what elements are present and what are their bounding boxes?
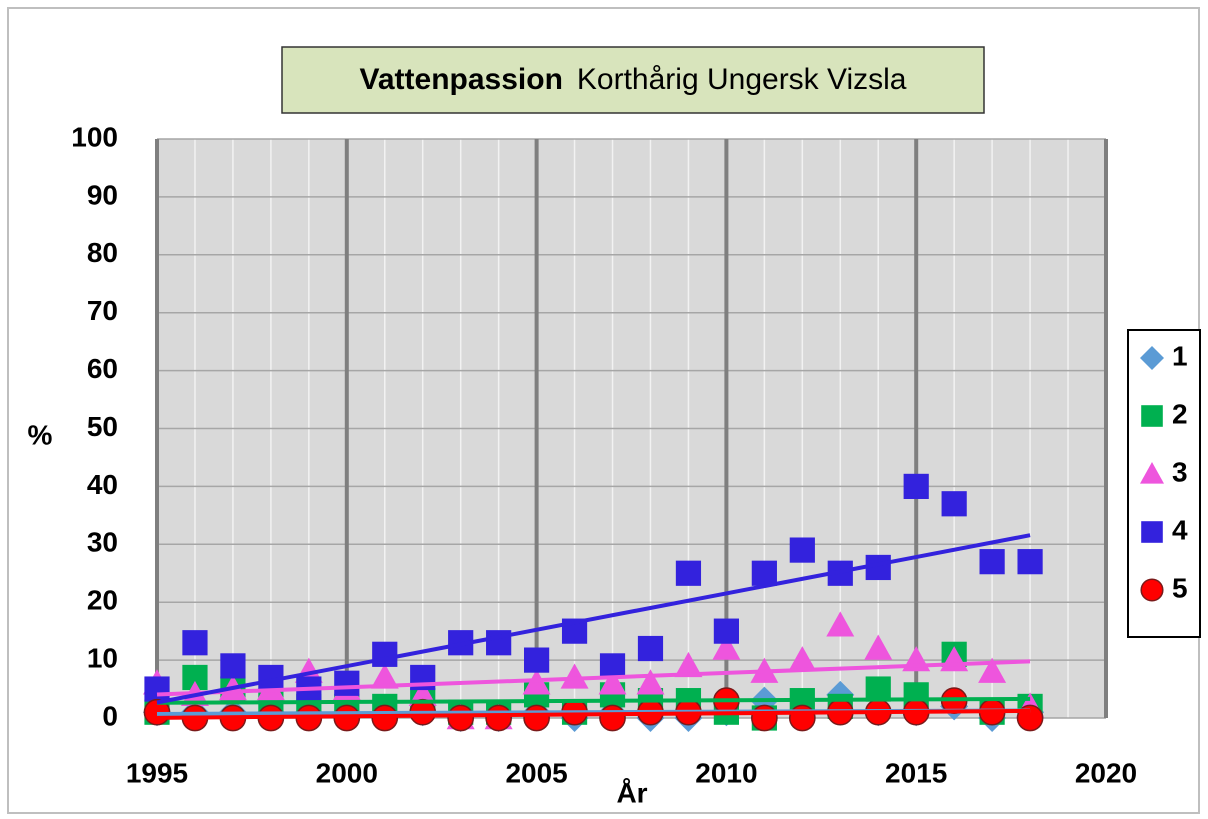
legend-box — [1127, 329, 1201, 638]
data-point — [978, 657, 1007, 683]
data-point — [979, 549, 1005, 575]
data-point — [941, 491, 967, 517]
data-point — [182, 630, 208, 656]
y-tick-label: 30 — [87, 527, 118, 558]
data-point — [560, 663, 589, 689]
data-point — [713, 618, 739, 644]
data-point — [636, 669, 665, 695]
data-point — [712, 634, 741, 660]
legend-marker — [1140, 462, 1164, 484]
x-axis-label: År — [616, 777, 647, 808]
data-point — [788, 646, 817, 672]
data-point — [523, 704, 550, 732]
chart-title: Vattenpassion — [360, 63, 563, 96]
data-point — [599, 653, 626, 679]
x-tick-label: 1995 — [126, 757, 188, 788]
data-point — [447, 704, 475, 732]
chart-subtitle: Korthårig Ungersk Vizsla — [577, 63, 907, 96]
data-point — [220, 653, 246, 679]
legend-label: 2 — [1172, 398, 1188, 429]
trend-line — [156, 659, 1031, 697]
data-point — [903, 473, 929, 499]
data-point — [1017, 549, 1043, 575]
data-point — [751, 560, 777, 586]
y-tick-label: 80 — [87, 237, 118, 268]
data-point — [599, 704, 626, 732]
data-point — [637, 635, 664, 662]
y-tick-label: 20 — [87, 585, 118, 616]
legend-marker — [1140, 346, 1164, 370]
y-tick-label: 0 — [102, 700, 118, 731]
legend-marker — [1140, 578, 1164, 602]
data-point — [826, 611, 855, 637]
data-point — [675, 560, 702, 586]
data-point — [524, 647, 550, 673]
data-point — [334, 670, 360, 696]
trend-line — [156, 708, 1031, 720]
y-axis-label: % — [28, 419, 53, 450]
x-tick-label: 2015 — [885, 757, 947, 788]
data-point — [864, 634, 893, 660]
y-tick-label: 10 — [87, 642, 118, 673]
legend-label: 3 — [1172, 456, 1188, 487]
data-point — [372, 641, 398, 667]
x-tick-label: 2000 — [316, 757, 378, 788]
data-point — [598, 669, 627, 695]
data-point — [865, 676, 891, 702]
y-tick-label: 70 — [87, 295, 118, 326]
data-point — [144, 676, 170, 702]
data-point — [674, 651, 703, 678]
legend-marker — [1141, 521, 1163, 543]
y-tick-label: 50 — [87, 411, 118, 442]
title-group: Vattenpassion Korthårig Ungersk Vizsla — [360, 63, 907, 96]
y-tick-label: 40 — [87, 469, 118, 500]
x-tick-label: 2020 — [1075, 757, 1137, 788]
legend-label: 4 — [1172, 514, 1188, 545]
y-tick-label: 60 — [87, 353, 118, 384]
trend-line — [156, 533, 1031, 705]
y-tick-label: 90 — [87, 179, 118, 210]
data-point — [485, 704, 512, 732]
data-point — [789, 537, 815, 563]
trend-line — [156, 696, 1031, 705]
legend-marker — [1141, 405, 1163, 427]
legend-label: 1 — [1172, 340, 1188, 371]
data-point — [751, 704, 778, 732]
data-point — [788, 704, 816, 732]
title-box — [281, 46, 985, 114]
data-point — [370, 663, 399, 689]
x-tick-label: 2005 — [505, 757, 567, 788]
x-tick-label: 2010 — [695, 757, 757, 788]
y-tick-label: 100 — [71, 121, 118, 152]
legend-label: 5 — [1172, 572, 1188, 603]
